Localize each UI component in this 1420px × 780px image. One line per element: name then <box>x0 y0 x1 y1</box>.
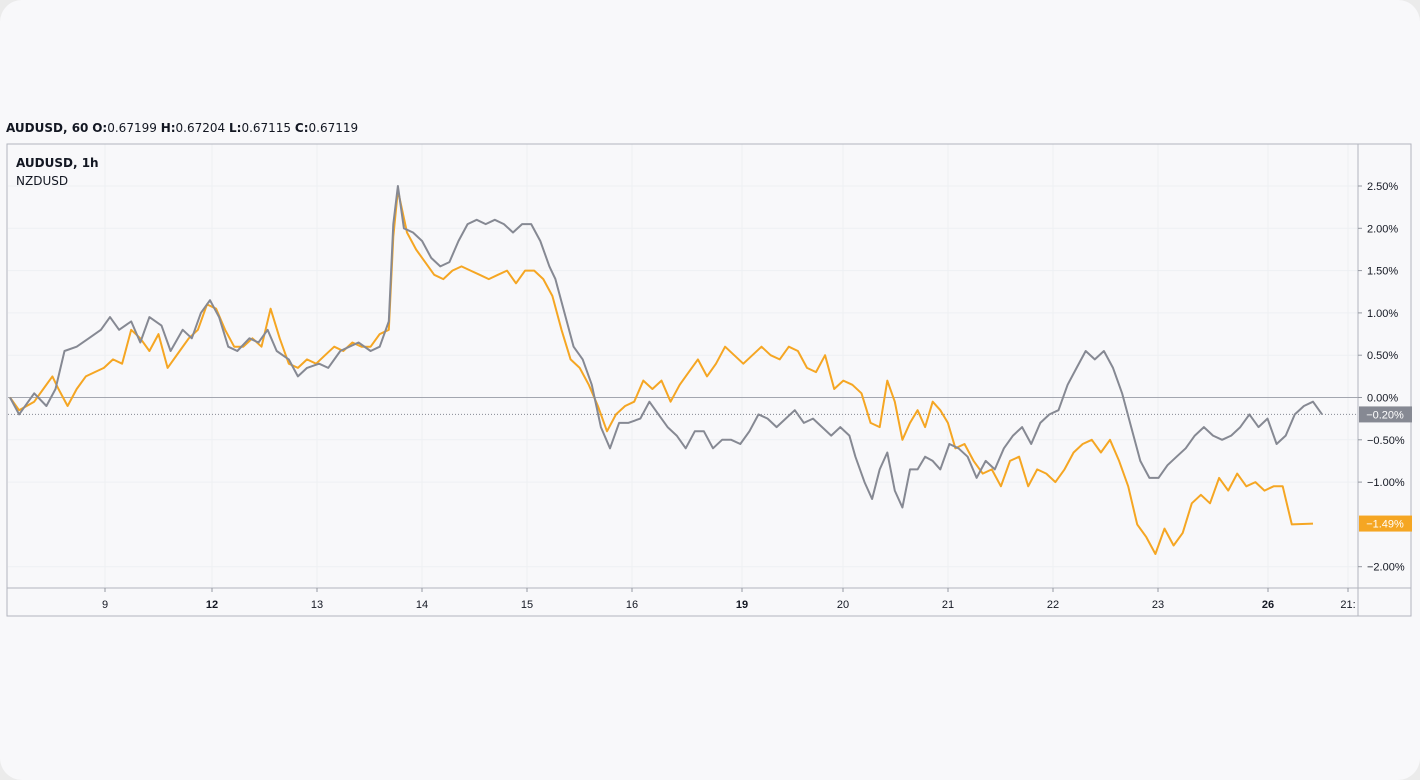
price-axis[interactable]: 2.50% 2.00% 1.50% 1.00% 0.50% 0.00% −0.50% −1.0… <box>1358 181 1405 574</box>
last-value-tag-audusd <box>1359 406 1412 423</box>
time-axis[interactable]: 9 12 13 14 15 16 19 20 21 22 23 26 21: <box>102 588 1356 611</box>
y-tick-label: −0.50% <box>1367 435 1405 447</box>
low-value: 0.67115 <box>241 121 292 135</box>
y-tick-label: 2.50% <box>1367 181 1398 193</box>
last-value-tags: −0.20% −1.49% <box>1359 406 1412 532</box>
x-tick-label: 19 <box>736 599 748 611</box>
y-tick-label: 0.00% <box>1367 393 1398 405</box>
pane-frame <box>6 143 1412 617</box>
x-tick-label: 12 <box>206 599 218 611</box>
x-tick-label: 23 <box>1152 599 1164 611</box>
series-layer <box>9 185 1323 555</box>
x-tick-label: 9 <box>102 599 108 611</box>
x-tick-label: 21 <box>942 599 954 611</box>
legend-main-series[interactable]: AUDUSD, 1h <box>16 156 99 170</box>
symbol-interval: AUDUSD, 60 <box>6 121 89 135</box>
y-tick-label: 0.50% <box>1367 350 1398 362</box>
open-label: O: <box>92 121 108 135</box>
high-label: H: <box>160 121 176 135</box>
last-value-tag-nzdusd <box>1359 515 1412 532</box>
y-tick-label: −2.00% <box>1367 562 1405 574</box>
x-tick-label: 14 <box>416 599 428 611</box>
x-tick-label: 16 <box>626 599 638 611</box>
y-tick-label: 2.00% <box>1367 223 1398 235</box>
close-label: C: <box>294 121 309 135</box>
open-value: 0.67199 <box>107 121 157 135</box>
series-line-nzdusd <box>9 189 1314 555</box>
last-value-label-audusd: −0.20% <box>1366 409 1404 421</box>
x-tick-label: 21: <box>1340 599 1355 611</box>
x-tick-label: 20 <box>837 599 849 611</box>
last-value-label-nzdusd: −1.49% <box>1366 519 1404 531</box>
high-value: 0.67204 <box>175 121 226 135</box>
x-tick-label: 26 <box>1262 599 1274 611</box>
legend-compare-series[interactable]: NZDUSD <box>16 174 69 188</box>
series-line-audusd <box>9 185 1323 509</box>
close-value: 0.67119 <box>308 121 359 135</box>
low-label: L: <box>228 121 242 135</box>
x-tick-label: 13 <box>311 599 323 611</box>
legend: AUDUSD, 1h NZDUSD <box>16 154 99 190</box>
x-tick-label: 22 <box>1047 599 1059 611</box>
grid <box>8 144 1358 588</box>
x-tick-label: 15 <box>521 599 533 611</box>
y-tick-label: −1.00% <box>1367 477 1405 489</box>
ohlc-header: AUDUSD, 60 O:0.67199 H:0.67204 L:0.67115… <box>6 121 358 135</box>
y-tick-label: 1.00% <box>1367 308 1398 320</box>
y-tick-label: 1.50% <box>1367 266 1398 278</box>
